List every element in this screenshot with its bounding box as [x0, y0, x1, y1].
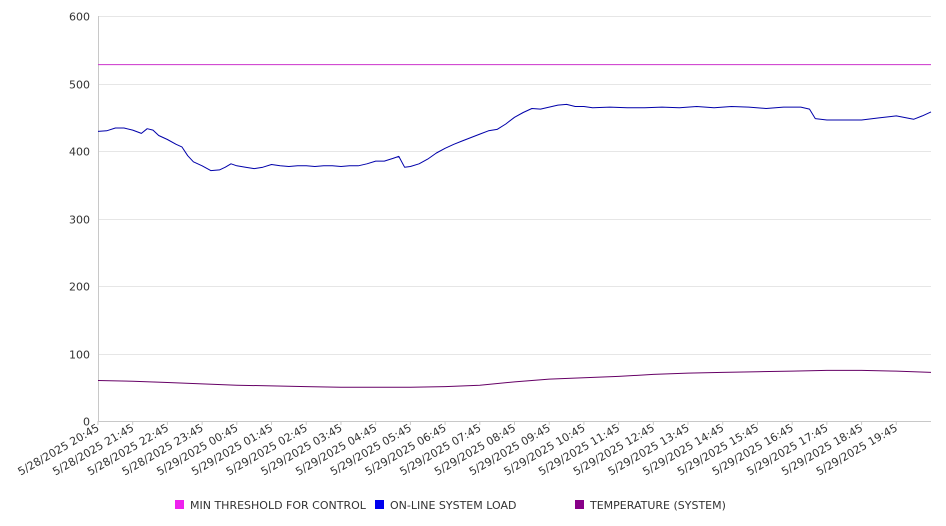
y-tick-label: 500	[69, 79, 90, 92]
y-tick-label: 0	[83, 416, 90, 429]
legend-label-2: ON-LINE SYSTEM LOAD	[390, 499, 516, 512]
legend-swatch-3	[575, 500, 584, 509]
series-lines	[97, 64, 932, 388]
legend-label-1: MIN THRESHOLD FOR CONTROL	[190, 499, 367, 512]
y-axis-tick-labels: 0 100 200 300 400 500 600	[69, 11, 90, 429]
series-line-3	[97, 369, 932, 388]
y-tick-label: 600	[69, 11, 90, 24]
legend-swatch-1	[175, 500, 184, 509]
x-axis-tick-labels: 5/28/2025 20:455/28/2025 21:455/28/2025 …	[16, 421, 900, 478]
series-line-2	[97, 103, 932, 172]
y-tick-label: 200	[69, 281, 90, 294]
grid-lines	[98, 16, 931, 355]
axes	[97, 16, 931, 425]
y-tick-label: 100	[69, 349, 90, 362]
y-tick-label: 300	[69, 214, 90, 227]
legend-swatch-2	[375, 500, 384, 509]
legend-label-3: TEMPERATURE (SYSTEM)	[589, 499, 726, 512]
y-tick-label: 400	[69, 146, 90, 159]
legend: MIN THRESHOLD FOR CONTROL ON-LINE SYSTEM …	[175, 499, 726, 512]
